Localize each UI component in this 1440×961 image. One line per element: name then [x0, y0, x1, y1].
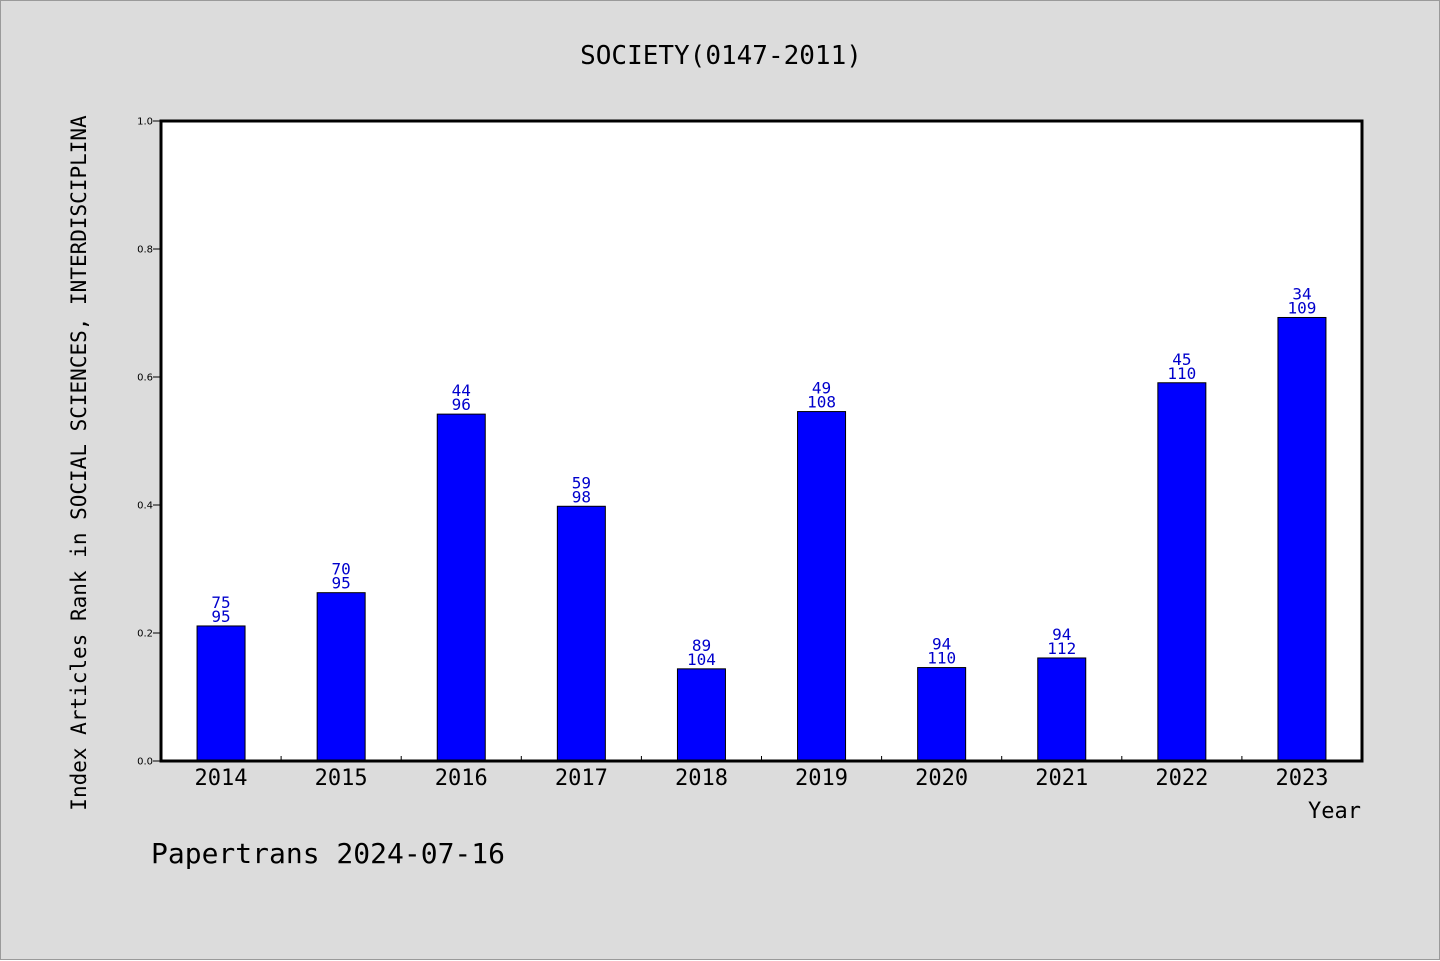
x-tick-label-2015: 2015 — [315, 766, 368, 791]
bar-2015 — [316, 592, 366, 762]
x-tick-label-2020: 2020 — [915, 766, 968, 791]
plot-border — [159, 119, 1364, 763]
bar-total-label-2017: 98 — [572, 487, 591, 506]
bar-rank-label-2016: 44 — [452, 381, 471, 400]
bar-2019 — [797, 411, 847, 762]
bar-2022 — [1157, 382, 1207, 762]
bar-rank-label-2020: 94 — [932, 635, 951, 654]
x-tick-label-2021: 2021 — [1035, 766, 1088, 791]
x-tick-label-2018: 2018 — [675, 766, 728, 791]
bar-2017 — [556, 505, 606, 762]
x-tick-label-2022: 2022 — [1155, 766, 1208, 791]
x-tick-label-2014: 2014 — [195, 766, 248, 791]
bar-total-label-2016: 96 — [452, 395, 471, 414]
bar-2020 — [917, 667, 967, 762]
y-tick-label-2: 0.4 — [137, 501, 153, 512]
x-tick-label-2017: 2017 — [555, 766, 608, 791]
bar-rank-label-2021: 94 — [1052, 625, 1071, 644]
bar-rank-label-2014: 75 — [211, 593, 230, 612]
footer-credit: Papertrans 2024-07-16 — [151, 837, 505, 870]
y-tick-label-3: 0.6 — [137, 373, 153, 384]
plot-area: 0.00.20.40.60.81.07595201470952015449620… — [137, 117, 1364, 791]
bar-2021 — [1037, 657, 1087, 762]
x-axis-label: Year — [1308, 799, 1361, 824]
bar-rank-label-2019: 49 — [812, 379, 831, 398]
bar-total-label-2014: 95 — [211, 607, 230, 626]
bar-2016 — [436, 413, 486, 762]
bar-2023 — [1277, 316, 1327, 762]
bar-total-label-2021: 112 — [1047, 639, 1076, 658]
x-tick-label-2019: 2019 — [795, 766, 848, 791]
bar-rank-label-2023: 34 — [1292, 284, 1311, 303]
bar-total-label-2015: 95 — [332, 574, 351, 593]
bar-rank-label-2022: 45 — [1172, 350, 1191, 369]
bar-total-label-2023: 109 — [1287, 298, 1316, 317]
y-tick-label-5: 1.0 — [137, 117, 153, 128]
bar-total-label-2020: 110 — [927, 649, 956, 668]
x-tick-label-2016: 2016 — [435, 766, 488, 791]
y-tick-label-1: 0.2 — [137, 629, 153, 640]
bar-total-label-2019: 108 — [807, 393, 836, 412]
chart-title: SOCIETY(0147-2011) — [580, 41, 862, 71]
bar-rank-label-2015: 70 — [332, 560, 351, 579]
y-axis-label: Index Articles Rank in SOCIAL SCIENCES, … — [67, 115, 91, 811]
bar-total-label-2018: 104 — [687, 650, 716, 669]
bar-2018 — [676, 668, 726, 762]
bar-rank-label-2017: 59 — [572, 473, 591, 492]
y-tick-label-4: 0.8 — [137, 245, 153, 256]
bar-total-label-2022: 110 — [1167, 364, 1196, 383]
bar-2014 — [196, 625, 246, 762]
y-tick-label-0: 0.0 — [137, 757, 153, 768]
x-tick-label-2023: 2023 — [1275, 766, 1328, 791]
bar-rank-label-2018: 89 — [692, 636, 711, 655]
